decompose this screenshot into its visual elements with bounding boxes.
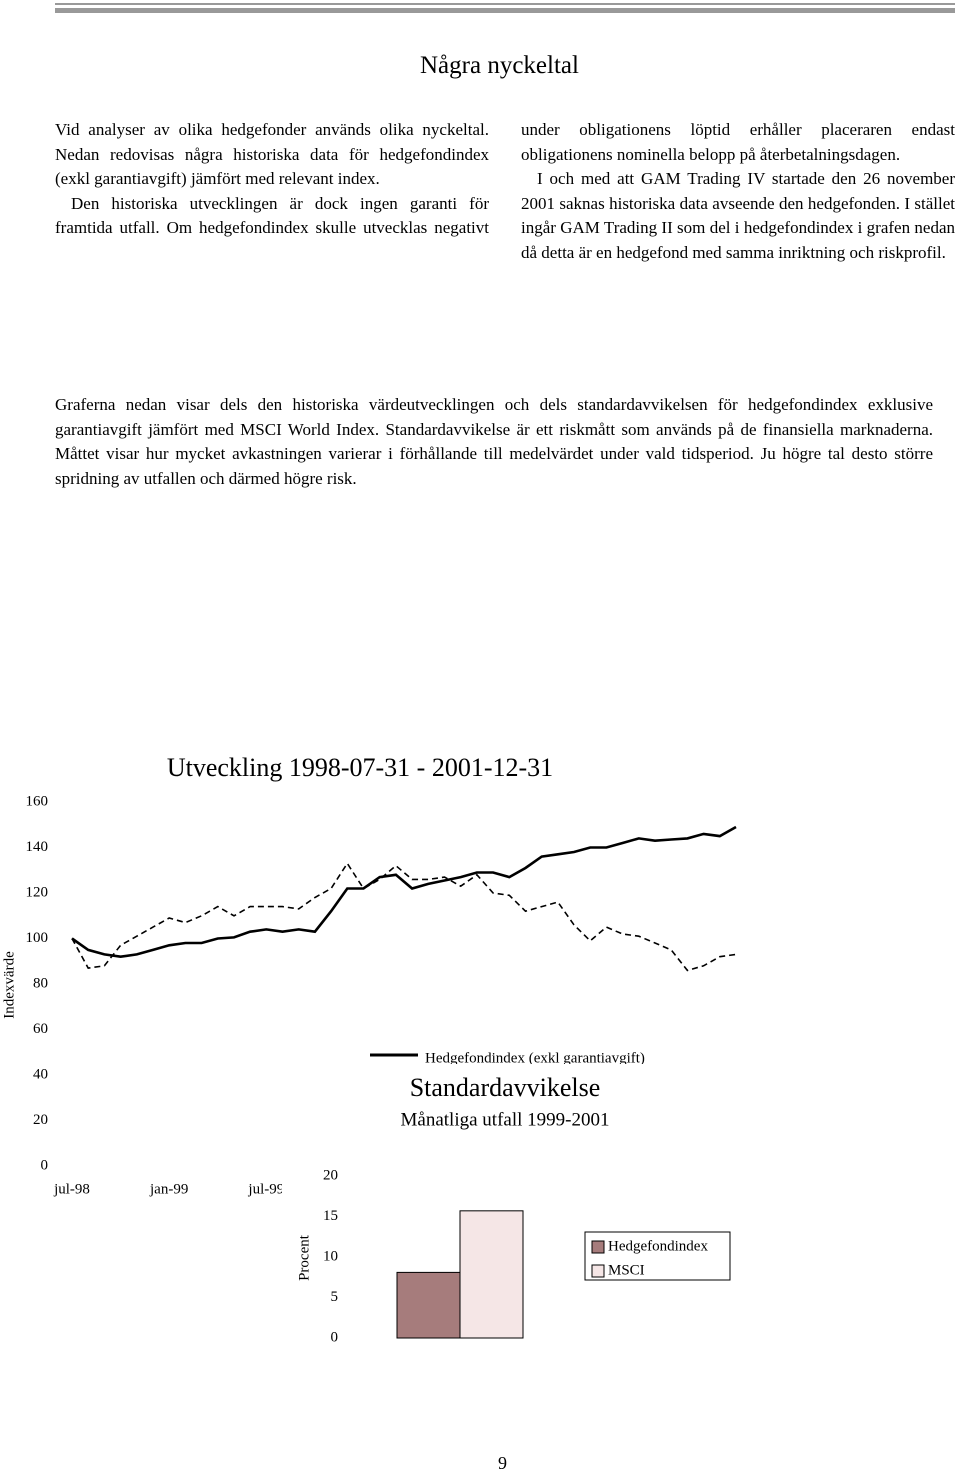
data-line	[71, 861, 737, 972]
chart-subtitle: Månatliga utfall 1999-2001	[401, 1109, 610, 1130]
legend-box	[584, 1231, 731, 1281]
header-rule	[55, 3, 955, 5]
y-tick-label: 15	[323, 1208, 338, 1224]
y-tick-label: 0	[41, 1157, 49, 1173]
intro-columns: Vid analyser av olika hedgefonder använd…	[55, 118, 955, 265]
y-tick-label: 20	[33, 1112, 48, 1128]
x-tick-label: jul-99	[247, 1181, 284, 1197]
y-tick-label: 60	[33, 1021, 48, 1037]
page-title: Några nyckeltal	[420, 52, 579, 79]
y-tick-label: 80	[33, 975, 48, 991]
paragraph: Den historiska utvecklingen är dock inge…	[55, 120, 955, 237]
x-tick-label: jul-98	[53, 1181, 90, 1197]
legend-label: Hedgefondindex	[608, 1238, 708, 1254]
y-tick-label: 100	[26, 930, 49, 946]
legend-label: MSCI	[608, 1262, 645, 1278]
data-line	[71, 825, 737, 959]
y-tick-label: 120	[26, 884, 49, 900]
y-tick-label: 0	[331, 1329, 339, 1345]
y-tick-label: 20	[323, 1167, 338, 1183]
y-tick-label: 160	[26, 793, 49, 809]
x-tick-label: jan-99	[149, 1181, 188, 1197]
bar	[459, 1210, 524, 1339]
y-tick-label: 40	[33, 1066, 48, 1082]
legend-swatch	[591, 1264, 605, 1278]
chart-title: Utveckling 1998-07-31 - 2001-12-31	[167, 753, 553, 782]
legend-swatch	[591, 1240, 605, 1254]
paragraph: Vid analyser av olika hedgefonder använd…	[55, 120, 489, 188]
y-axis-label: Indexvärde	[1, 951, 17, 1019]
bar	[396, 1271, 461, 1339]
chart-title: Standardavvikelse	[410, 1073, 601, 1102]
header-rule	[55, 8, 955, 13]
y-tick-label: 10	[323, 1248, 338, 1264]
legend-label: Hedgefondindex (exkl garantiavgift)	[425, 1050, 645, 1066]
y-axis-label: Procent	[296, 1234, 312, 1281]
y-tick-label: 140	[26, 839, 49, 855]
page-number: 9	[498, 1453, 507, 1473]
paragraph: Graferna nedan visar dels den historiska…	[55, 395, 933, 488]
paragraph: I och med att GAM Trading IV startade de…	[521, 169, 955, 262]
y-tick-label: 5	[331, 1289, 339, 1305]
